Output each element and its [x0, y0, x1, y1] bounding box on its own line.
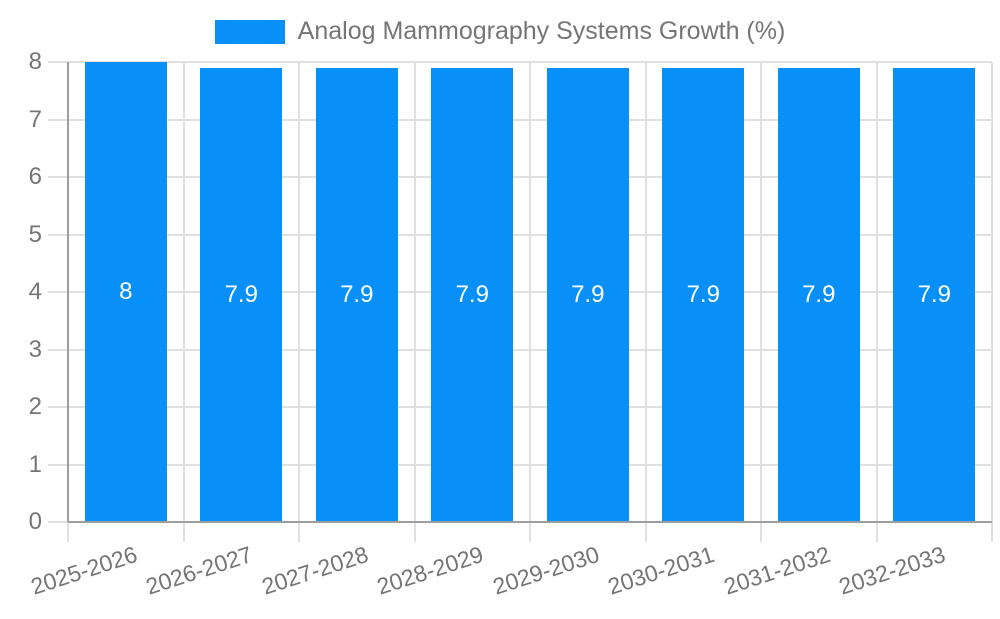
- legend[interactable]: Analog Mammography Systems Growth (%): [0, 17, 1000, 46]
- bar[interactable]: [84, 62, 167, 522]
- y-axis-tick-label: 4: [28, 278, 42, 305]
- y-gridline: [48, 233, 992, 236]
- bar-chart: Analog Mammography Systems Growth (%) 0 1…: [0, 17, 1000, 600]
- y-axis-tick-label: 7: [28, 105, 42, 133]
- x-gridline: [298, 62, 300, 542]
- y-gridline: [48, 176, 992, 178]
- x-axis-line: [68, 521, 992, 523]
- x-gridline: [875, 62, 878, 542]
- y-axis-tick-label: 3: [28, 335, 42, 363]
- y-gridline: [48, 406, 992, 408]
- y-axis-tick-label: 5: [28, 220, 42, 248]
- y-axis-tick-label: 1: [28, 450, 42, 478]
- legend-label: Analog Mammography Systems Growth (%): [297, 17, 786, 45]
- y-axis-tick-label: 0: [28, 508, 42, 535]
- x-gridline: [760, 62, 762, 542]
- bar-value-label: 7.9: [686, 280, 720, 308]
- y-gridline: [48, 348, 992, 351]
- bar[interactable]: [431, 67, 514, 522]
- bar[interactable]: [315, 67, 398, 522]
- x-gridline: [991, 62, 993, 542]
- bar[interactable]: [662, 67, 745, 522]
- y-axis-line: [67, 62, 69, 522]
- y-gridline: [48, 463, 992, 466]
- bar-value-label: 8: [119, 278, 133, 305]
- plot-area: 0 1 2 3 4 5 6 7 8 8 2025-2026 7.9 2026-2027 7.9 2027-2…: [27, 48, 993, 600]
- bar-value-label: 7.9: [455, 280, 489, 308]
- y-axis-tick-label: 6: [28, 163, 42, 190]
- bar-value-label: 7.9: [224, 280, 258, 308]
- y-gridline: [48, 118, 992, 121]
- legend-swatch: [214, 19, 285, 44]
- bar-value-label: 7.9: [917, 280, 951, 308]
- bar-value-label: 7.9: [340, 280, 374, 308]
- bar-value-label: 7.9: [571, 280, 605, 308]
- bar[interactable]: [200, 67, 283, 522]
- x-gridline: [529, 62, 531, 542]
- bar-value-label: 7.9: [802, 280, 836, 308]
- x-gridline: [644, 62, 647, 542]
- bar[interactable]: [777, 67, 860, 522]
- y-axis-tick-label: 2: [28, 393, 42, 420]
- y-gridline: [48, 61, 992, 63]
- x-gridline: [182, 62, 185, 542]
- bar[interactable]: [893, 67, 976, 522]
- y-axis-tick-label: 8: [28, 48, 42, 75]
- y-gridline: [48, 291, 992, 293]
- x-gridline: [413, 62, 416, 542]
- bar[interactable]: [546, 67, 629, 522]
